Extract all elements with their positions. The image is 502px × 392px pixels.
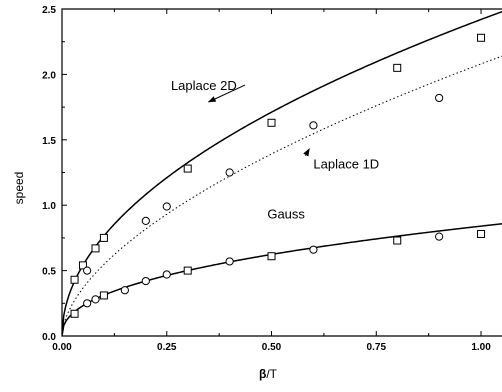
circle-point bbox=[435, 93, 444, 103]
square-point bbox=[99, 291, 108, 300]
curve-0 bbox=[62, 10, 502, 336]
x-tick-label: 1.00 bbox=[471, 342, 491, 353]
circle-point bbox=[120, 286, 129, 295]
circle-point bbox=[225, 168, 234, 177]
square-point bbox=[267, 118, 276, 127]
square-point bbox=[477, 33, 486, 42]
annotation-arrow bbox=[207, 84, 246, 103]
x-tick-label: 0.75 bbox=[367, 342, 387, 353]
square-point bbox=[70, 309, 79, 318]
curve-annotation: Laplace 2D bbox=[171, 78, 237, 93]
square-point bbox=[70, 275, 79, 284]
square-point bbox=[393, 63, 402, 72]
circle-point bbox=[91, 295, 100, 304]
x-tick-label: 0.25 bbox=[157, 342, 177, 353]
x-tick-label: 0.00 bbox=[52, 342, 72, 353]
square-point bbox=[477, 229, 486, 238]
square-point bbox=[78, 261, 87, 270]
x-axis-label-symbol: β bbox=[259, 367, 266, 381]
x-axis-label: β/T bbox=[259, 367, 278, 381]
y-tick-label: 0.0 bbox=[42, 332, 56, 343]
circle-point bbox=[83, 266, 92, 275]
plot-area: 0.00 0.25 0.50 0.75 1.00 0.0 0.5 1.0 1.5 2.0 2.5 La… bbox=[42, 5, 502, 353]
circle-point bbox=[83, 299, 92, 308]
curves bbox=[62, 10, 502, 336]
circle-point bbox=[309, 245, 318, 254]
curve-2 bbox=[62, 223, 502, 336]
markers bbox=[70, 33, 486, 318]
annotation-arrow bbox=[303, 148, 310, 157]
square-point bbox=[91, 244, 100, 253]
y-axis-label: speed bbox=[12, 172, 26, 205]
circle-point bbox=[309, 121, 318, 130]
circle-point bbox=[162, 202, 171, 211]
curve-annotation: Laplace 1D bbox=[313, 157, 379, 172]
curve-annotation: Gauss bbox=[267, 206, 305, 221]
circle-point bbox=[141, 216, 150, 225]
x-tick-label: 0.50 bbox=[262, 342, 282, 353]
circle-point bbox=[162, 270, 171, 279]
square-point bbox=[183, 266, 192, 275]
circle-point bbox=[435, 232, 444, 241]
circle-point bbox=[225, 257, 234, 266]
square-point bbox=[183, 164, 192, 173]
square-point bbox=[99, 233, 108, 242]
y-tick-label: 2.0 bbox=[42, 70, 56, 81]
circle-point bbox=[141, 276, 150, 286]
x-axis-label-unit: /T bbox=[266, 367, 277, 381]
square-point bbox=[267, 252, 276, 261]
y-tick-label: 0.5 bbox=[42, 267, 56, 278]
y-tick-label: 1.5 bbox=[42, 136, 56, 147]
square-point bbox=[393, 236, 402, 245]
y-tick-label: 1.0 bbox=[42, 201, 56, 212]
y-tick-label: 2.5 bbox=[42, 5, 56, 16]
